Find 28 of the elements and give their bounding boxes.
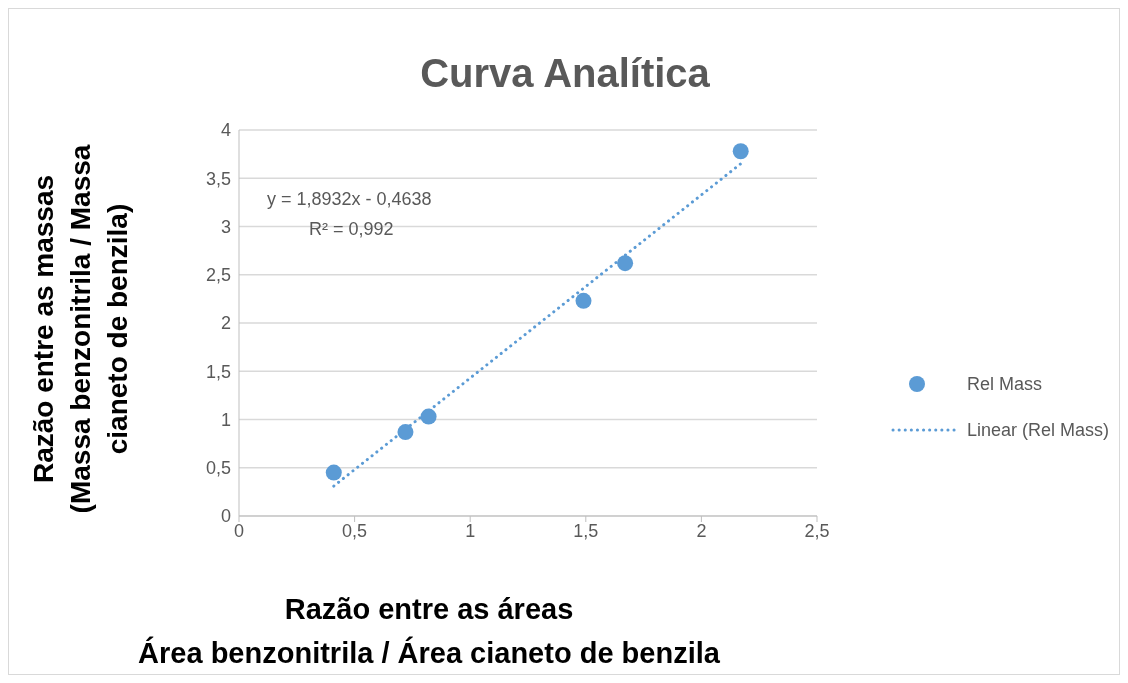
point: [617, 255, 634, 272]
point: [420, 408, 437, 425]
point: [575, 292, 592, 309]
y-tick-label: 3,5: [205, 168, 231, 189]
y-tick-label: 2,5: [205, 265, 231, 286]
y-tick-label: 2: [220, 313, 231, 334]
x-tick-label: 1: [465, 520, 476, 541]
y-tick-label: 0: [220, 506, 231, 527]
point: [732, 143, 749, 160]
x-tick-label: 0,5: [342, 520, 368, 541]
x-axis-title: Razão entre as áreas Área benzonitrila / Área cianeto de benzila: [137, 592, 721, 671]
y-tick-label: 1,5: [205, 361, 231, 382]
y-tick-label: 4: [220, 120, 231, 141]
x-tick-label: 2,5: [804, 520, 830, 541]
point: [325, 464, 342, 481]
point: [397, 424, 414, 441]
annotation: R² = 0,992: [309, 219, 394, 240]
y-tick-label: 0,5: [205, 458, 231, 479]
x-tick-label: 1,5: [573, 520, 599, 541]
x-tick-label: 2: [696, 520, 707, 541]
legend-label: Linear (Rel Mass): [967, 419, 1110, 441]
y-tick-label: 1: [220, 409, 231, 430]
chart-title: Curva Analítica: [419, 51, 711, 96]
y-axis-title: Razão entre as massas (Massa benzonitrila / Massa cianeto de benzila): [28, 144, 133, 514]
x-tick-label: 0: [233, 520, 245, 541]
y-tick-label: 3: [220, 216, 231, 237]
legend-label: Rel Mass: [967, 373, 1043, 395]
annotation: y = 1,8932x - 0,4638: [267, 189, 432, 210]
